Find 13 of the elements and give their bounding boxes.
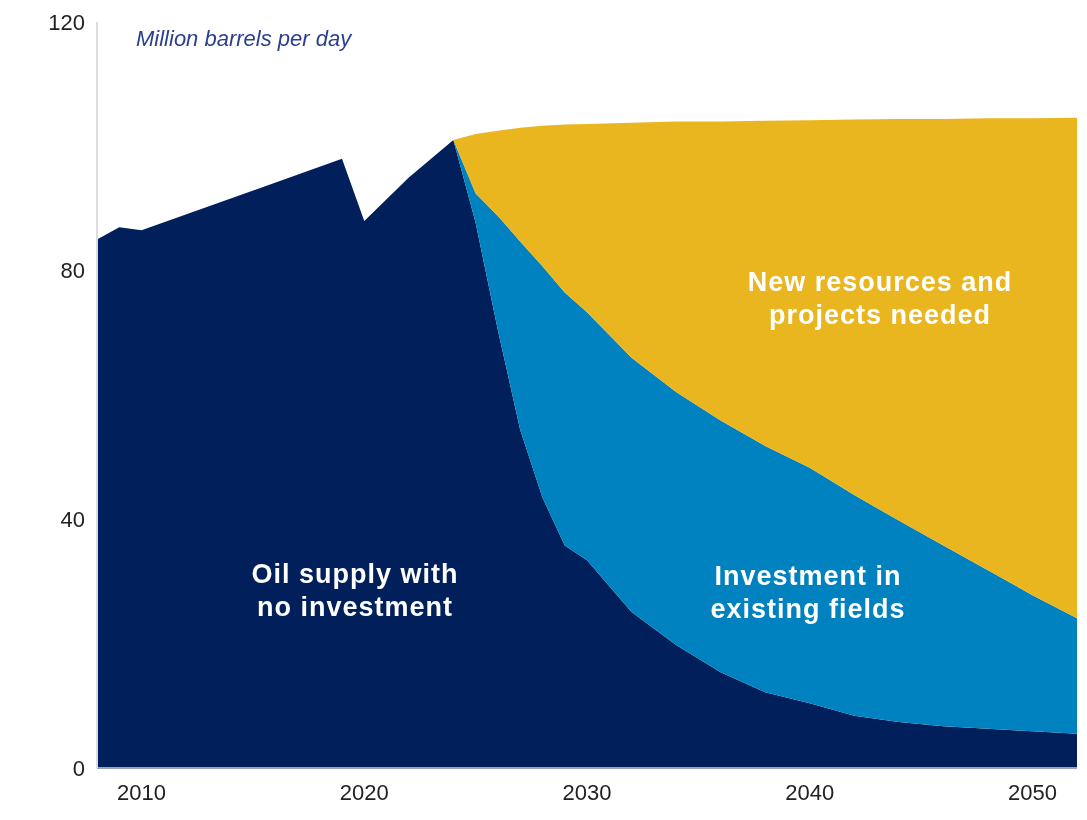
series-label: Oil supply with no investment: [250, 558, 460, 624]
y-tick-label: 40: [60, 507, 85, 533]
y-tick-label: 120: [48, 9, 85, 35]
x-tick-label: 2030: [562, 779, 612, 805]
series-label: Investment in existing fields: [709, 560, 907, 626]
series-label: New resources and projects needed: [746, 266, 1014, 332]
x-tick-label: 2040: [785, 779, 835, 805]
y-tick-label: 0: [72, 755, 85, 781]
x-tick-label: 2050: [1007, 779, 1057, 805]
y-tick-label: 80: [60, 258, 85, 284]
y-axis-title: Million barrels per day: [136, 26, 352, 52]
x-tick-label: 2020: [339, 779, 389, 805]
x-tick-label: 2010: [117, 779, 167, 805]
